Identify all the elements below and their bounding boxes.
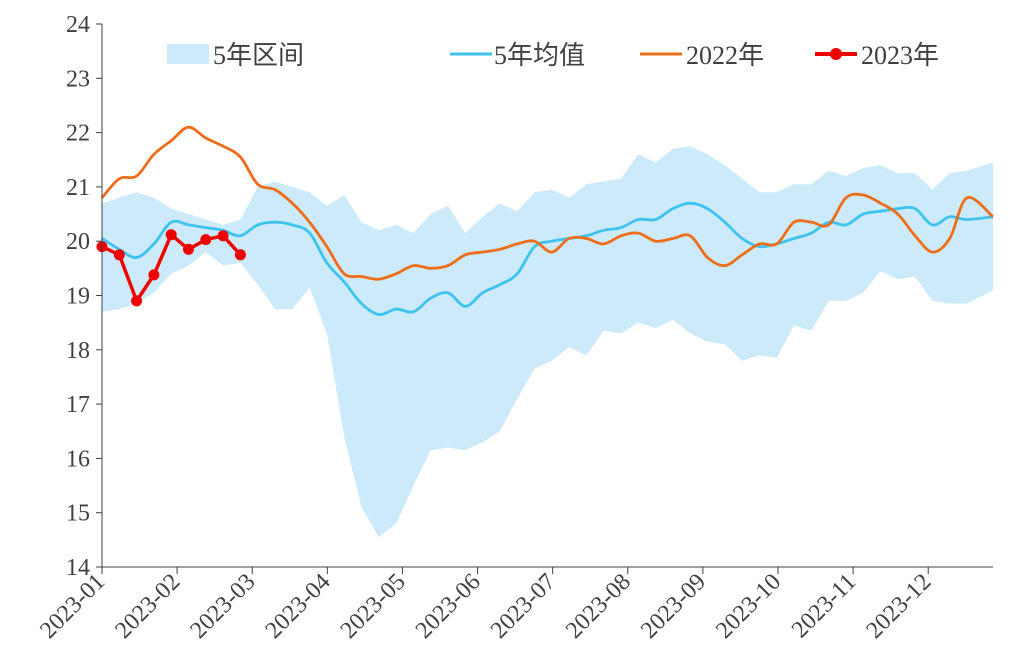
x-tick-label-3: 2023-04: [261, 569, 336, 644]
x-tick-label-2: 2023-03: [186, 569, 261, 644]
y-tick-label-21: 21: [66, 175, 90, 201]
series-point-y2023-7: [217, 230, 229, 242]
x-tick-label-7: 2023-08: [561, 569, 636, 644]
series-point-y2023-4: [165, 229, 177, 241]
series-line-avg: [101, 201, 994, 316]
legend-label-2022: 2022年: [686, 41, 764, 70]
series-point-y2023-3: [148, 269, 160, 281]
y-tick-label-23: 23: [66, 66, 90, 92]
legend-marker-2023: [830, 48, 842, 60]
x-tick-label-4: 2023-05: [336, 569, 411, 644]
legend-swatch-band: [167, 44, 209, 64]
x-tick-label-10: 2023-11: [787, 569, 861, 643]
y-tick-label-15: 15: [66, 501, 90, 527]
y-tick-label-17: 17: [66, 392, 90, 418]
x-tick-label-5: 2023-06: [411, 569, 486, 644]
legend-label-band: 5年区间: [213, 41, 304, 70]
series-point-y2023-1: [113, 249, 125, 261]
series-point-y2023-2: [131, 295, 143, 307]
y-tick-label-19: 19: [66, 284, 90, 310]
series-point-y2023-5: [183, 243, 194, 255]
range-band-layer: [102, 146, 993, 538]
y-tick-label-24: 24: [66, 12, 90, 38]
series-line-y2022: [100, 125, 994, 281]
y-tick-label-14: 14: [66, 555, 90, 581]
range-band: [102, 146, 993, 538]
y-tick-label-16: 16: [66, 446, 90, 472]
series-point-y2023-6: [200, 234, 212, 246]
y-tick-label-22: 22: [66, 121, 90, 147]
series-point-y2023-8: [234, 249, 246, 261]
y-tick-label-18: 18: [66, 338, 90, 364]
y-tick-label-20: 20: [66, 229, 90, 255]
legend: 5年区间 5年均值 2022年 2023年: [167, 41, 939, 70]
x-tick-label-6: 2023-07: [486, 569, 561, 644]
x-tick-label-11: 2023-12: [862, 569, 937, 644]
legend-label-avg: 5年均值: [494, 41, 585, 70]
series-layer: [96, 125, 994, 316]
x-tick-label-8: 2023-09: [636, 569, 711, 644]
x-tick-label-1: 2023-02: [110, 569, 185, 644]
x-tick-label-9: 2023-10: [711, 569, 786, 644]
legend-label-2023: 2023年: [861, 41, 939, 70]
